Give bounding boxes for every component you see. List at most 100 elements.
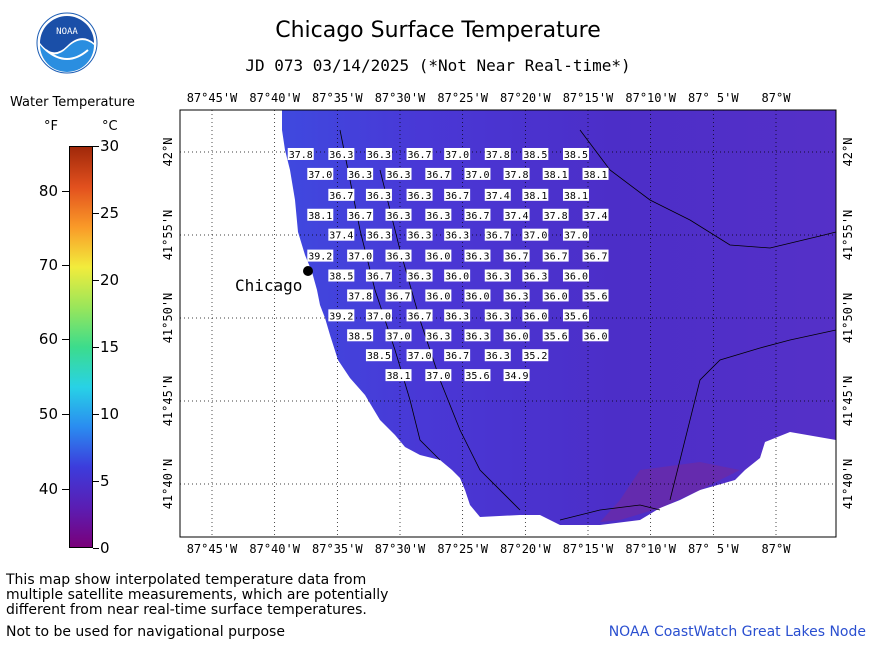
isotherm [579,129,837,249]
value-box [385,369,412,382]
value-box [562,309,589,322]
value-label: 36.7 [445,191,469,202]
value-box [484,188,511,201]
value-box [484,269,511,282]
value-label: 36.0 [426,291,450,302]
value-label: 34.9 [505,371,529,382]
temperature-value: 36.0 [522,309,549,322]
temperature-value: 36.3 [522,269,549,283]
temperature-value: 38.5 [347,329,374,342]
value-box [562,188,589,201]
value-box [464,329,491,342]
value-label: 36.7 [426,170,450,181]
value-box [582,329,609,342]
temperature-value: 36.3 [444,228,471,242]
isotherm [559,504,661,521]
latitude-label: 41°55'N [841,210,855,261]
value-label: 36.3 [367,150,391,161]
disclaimer-line: This map show interpolated temperature d… [6,572,367,588]
longitude-label: 87°10'W [625,91,676,105]
legend-tick-mark [62,414,69,415]
value-label: 37.8 [348,291,372,302]
legend-tick-mark [93,146,99,147]
value-label: 38.1 [523,191,547,202]
value-label: 35.6 [564,311,588,322]
value-box [582,249,609,262]
longitude-label: 87°45'W [187,542,238,556]
value-label: 35.6 [544,331,568,342]
temperature-value: 36.7 [328,188,355,202]
value-box [484,228,511,241]
value-label: 38.5 [564,150,588,161]
value-box [328,147,355,160]
longitude-label: 87°W [762,91,792,105]
chicago-marker [303,266,313,276]
value-box [307,208,334,221]
value-label: 37.0 [523,231,547,242]
temperature-value: 36.3 [347,167,374,181]
value-box [347,249,374,262]
value-label: 37.0 [408,351,432,362]
latitude-label: 41°55'N [161,210,175,261]
legend-tick-mark [93,347,99,348]
value-box [347,329,374,342]
value-label: 36.3 [465,331,489,342]
value-label: 38.1 [386,371,410,382]
temperature-value: 37.4 [484,188,511,202]
disclaimer-note: This map show interpolated temperature d… [6,573,388,618]
legend-tick-c: 10 [100,405,120,423]
value-box [328,269,355,282]
temperature-value: 39.2 [328,309,355,322]
latitude-label: 42°N [161,138,175,167]
temperature-value: 36.3 [406,188,433,202]
value-label: 37.0 [445,150,469,161]
value-box [503,369,530,382]
value-label: 36.0 [583,331,607,342]
longitude-label: 87°25'W [437,91,488,105]
legend-tick-mark [93,280,99,281]
value-label: 36.0 [544,291,568,302]
temperature-value: 36.0 [464,289,491,302]
credit-text: NOAA CoastWatch Great Lakes Node [608,624,866,640]
value-label: 36.3 [348,170,372,181]
value-label: 36.3 [445,231,469,242]
value-label: 37.4 [505,211,529,222]
value-label: 38.1 [308,211,332,222]
value-box [425,329,452,342]
latitude-label: 41°50'N [841,293,855,344]
value-box [444,269,471,282]
logo-text: NOAA [56,27,78,37]
value-box [444,228,471,241]
value-label: 37.8 [544,211,568,222]
value-label: 37.0 [308,170,332,181]
value-box [406,349,433,362]
longitude-label: 87°W [762,542,792,556]
value-label: 36.3 [426,211,450,222]
temperature-value: 38.1 [562,188,589,202]
value-box [464,249,491,262]
disclaimer-line: multiple satellite measurements, which a… [6,587,389,603]
value-box [307,167,334,180]
longitude-label: 87°35'W [312,91,363,105]
value-label: 38.5 [348,331,372,342]
temperature-value: 36.7 [365,269,392,283]
temperature-value: 37.8 [542,208,569,222]
temperature-value: 38.5 [328,269,355,283]
value-label: 36.7 [408,311,432,322]
temperature-value: 36.7 [385,289,412,302]
temperature-value: 37.0 [347,249,374,263]
temperature-value: 36.3 [406,228,433,242]
latitude-label: 41°40'N [841,459,855,510]
value-box [347,289,374,302]
value-label: 36.7 [583,252,607,263]
value-label: 36.3 [367,231,391,242]
value-label: 35.6 [583,291,607,302]
value-label: 37.0 [465,170,489,181]
legend-tick-mark [62,190,69,192]
temperature-value: 36.7 [444,188,471,202]
legend-title: Water Temperature [10,95,135,110]
temperature-value: 35.6 [542,329,569,342]
temperature-value: 37.0 [562,228,589,242]
value-box [365,228,392,241]
value-label: 36.3 [445,311,469,322]
